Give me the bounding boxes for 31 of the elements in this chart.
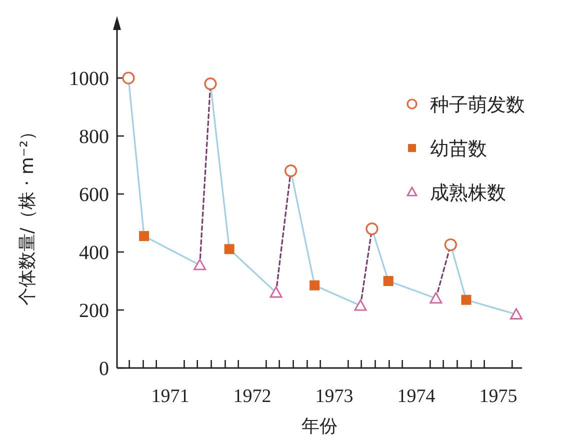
x-tick-label: 1974	[397, 386, 436, 407]
point	[122, 72, 135, 84]
point	[461, 294, 472, 305]
x-tick-label: 1975	[479, 386, 518, 407]
point	[204, 78, 217, 90]
y-axis-title: 个体数量/（株 · m⁻²）	[17, 122, 38, 306]
point	[383, 276, 394, 286]
point	[354, 299, 367, 311]
y-tick-label: 400	[79, 242, 109, 264]
point	[444, 238, 457, 252]
y-tick-label: 0	[99, 358, 109, 380]
point	[510, 308, 522, 320]
point	[139, 231, 150, 242]
x-tick-label: 1973	[315, 386, 354, 407]
x-tick-label: 1972	[233, 386, 272, 407]
point	[270, 286, 282, 298]
legend-label: 成熟株数	[430, 182, 506, 204]
point	[430, 292, 442, 304]
x-axis-title: 年份	[302, 416, 338, 437]
x-tick-label: 1971	[151, 386, 190, 407]
point	[194, 258, 206, 270]
y-tick-label: 600	[79, 184, 109, 206]
y-tick-label: 1000	[69, 68, 109, 90]
legend-label: 种子萌发数	[430, 94, 525, 116]
legend-label: 幼苗数	[430, 138, 487, 160]
point	[224, 244, 234, 254]
y-tick-label: 800	[79, 126, 109, 148]
y-tick-label: 200	[79, 300, 109, 322]
point	[366, 222, 378, 236]
point	[284, 164, 298, 178]
point	[310, 280, 320, 290]
